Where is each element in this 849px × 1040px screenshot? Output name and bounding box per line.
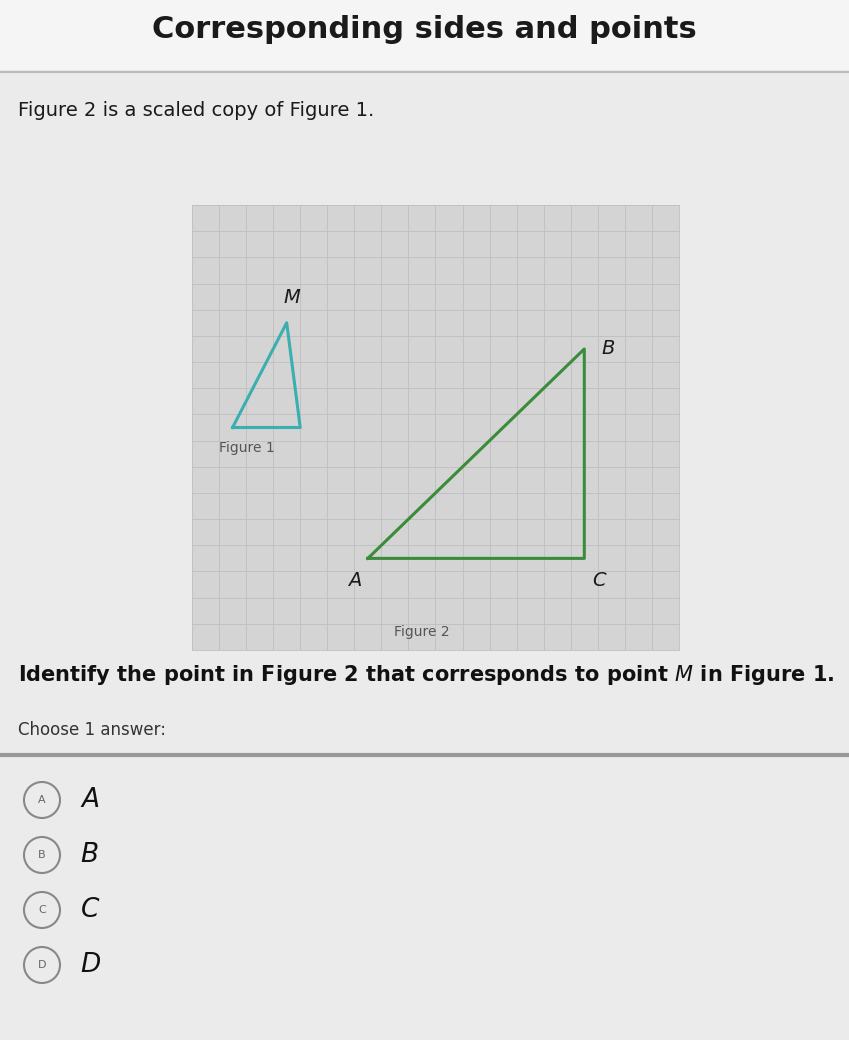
Text: Figure 1: Figure 1 xyxy=(219,441,275,454)
Text: $M$: $M$ xyxy=(283,288,301,307)
Bar xyxy=(0,0,849,70)
Bar xyxy=(192,205,679,650)
Text: Identify the point in Figure 2 that corresponds to point $M$ in Figure 1.: Identify the point in Figure 2 that corr… xyxy=(18,664,835,687)
Text: $C$: $C$ xyxy=(593,571,608,591)
Text: Corresponding sides and points: Corresponding sides and points xyxy=(152,16,696,45)
Text: D: D xyxy=(37,960,46,970)
Text: Choose 1 answer:: Choose 1 answer: xyxy=(18,721,166,739)
Text: A: A xyxy=(38,795,46,805)
Text: $D$: $D$ xyxy=(80,952,101,978)
Text: C: C xyxy=(38,905,46,915)
Text: Figure 2: Figure 2 xyxy=(394,625,450,639)
Text: $B$: $B$ xyxy=(600,339,615,359)
Text: $A$: $A$ xyxy=(80,787,99,813)
Text: $A$: $A$ xyxy=(347,571,362,591)
Text: $B$: $B$ xyxy=(80,842,98,868)
Text: Figure 2 is a scaled copy of Figure 1.: Figure 2 is a scaled copy of Figure 1. xyxy=(18,101,374,120)
Text: $C$: $C$ xyxy=(80,896,100,924)
Text: B: B xyxy=(38,850,46,860)
